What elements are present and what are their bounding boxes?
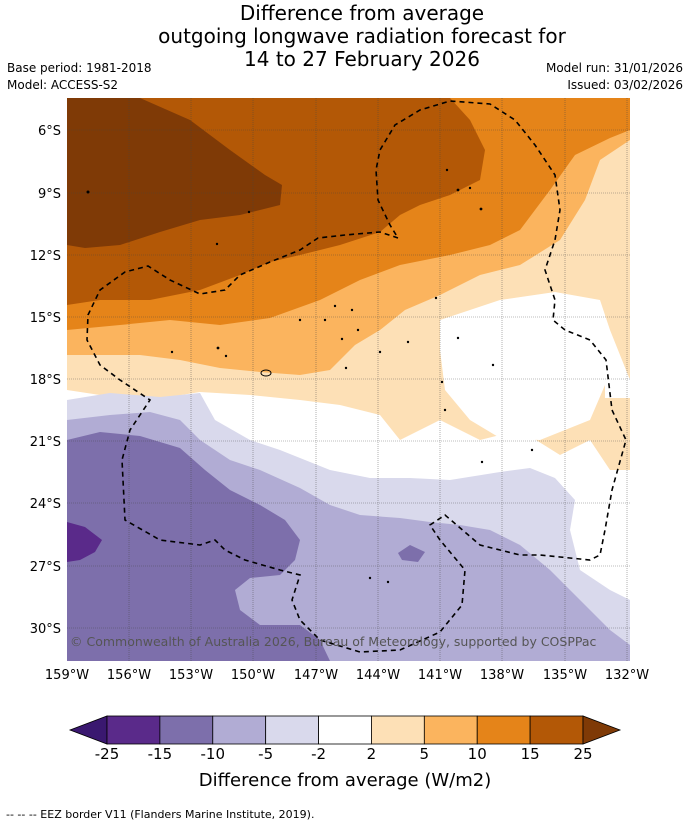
lat-label: 18°S bbox=[30, 373, 61, 388]
lon-label: 156°W bbox=[107, 668, 151, 683]
lon-label: 141°W bbox=[418, 668, 462, 683]
lon-label: 132°W bbox=[605, 668, 649, 683]
eez-footnote: -- -- -- EEZ border V11 (Flanders Marine… bbox=[6, 808, 315, 821]
colorbar-segment bbox=[106, 715, 161, 745]
colorbar-tick-label: 15 bbox=[520, 745, 540, 763]
issued-date: Issued: 03/02/2026 bbox=[567, 78, 683, 92]
eez-borders bbox=[86, 100, 627, 653]
title-line-2: outgoing longwave radiation forecast for bbox=[158, 24, 566, 48]
field-2-to-5-gap bbox=[440, 292, 630, 440]
title-line-1: Difference from average bbox=[239, 1, 485, 25]
base-period: Base period: 1981-2018 bbox=[7, 61, 152, 75]
copyright-text: © Commonwealth of Australia 2026, Bureau… bbox=[70, 634, 596, 649]
lon-labels: 159°W 156°W 153°W 150°W 147°W 144°W 141°… bbox=[45, 668, 649, 683]
colorbar-tick-label: 2 bbox=[366, 745, 377, 763]
colorbar-segment bbox=[265, 715, 319, 745]
colorbar-tick-label: 25 bbox=[573, 745, 593, 763]
lat-labels: 6°S 9°S 12°S 15°S 18°S 21°S 24°S 27°S 30… bbox=[30, 124, 61, 637]
lat-label: 27°S bbox=[30, 560, 61, 575]
colorbar-segment bbox=[423, 715, 478, 745]
colorbar-segment bbox=[159, 715, 214, 745]
colorbar-extend-low bbox=[68, 715, 108, 745]
lon-label: 144°W bbox=[356, 668, 400, 683]
model-run: Model run: 31/01/2026 bbox=[545, 61, 683, 75]
colorbar bbox=[68, 715, 622, 745]
lat-label: 12°S bbox=[30, 249, 61, 264]
colorbar-tick-label: -5 bbox=[258, 745, 274, 763]
title-line-3: 14 to 27 February 2026 bbox=[244, 47, 480, 71]
lon-label: 153°W bbox=[169, 668, 213, 683]
colorbar-tick-label: 5 bbox=[419, 745, 430, 763]
colorbar-segment bbox=[318, 715, 372, 745]
field-minus-10-to-15-patch bbox=[398, 545, 425, 562]
colorbar-tick-label: -10 bbox=[200, 745, 226, 763]
lat-label: 9°S bbox=[38, 187, 61, 202]
colorbar-segment bbox=[529, 715, 584, 745]
lat-label: 24°S bbox=[30, 497, 61, 512]
colorbar-tick-label: -25 bbox=[94, 745, 120, 763]
lon-label: 138°W bbox=[480, 668, 524, 683]
colorbar-tick-label: -15 bbox=[147, 745, 173, 763]
colorbar-tick-label: -2 bbox=[311, 745, 327, 763]
lon-label: 147°W bbox=[294, 668, 338, 683]
colorbar-extend-high bbox=[582, 715, 622, 745]
colorbar-title: Difference from average (W/m2) bbox=[198, 770, 492, 791]
lat-label: 15°S bbox=[30, 311, 61, 326]
field-minus-15-to-25 bbox=[67, 522, 102, 562]
lat-label: 21°S bbox=[30, 435, 61, 450]
model-name: Model: ACCESS-S2 bbox=[7, 78, 119, 92]
lon-label: 135°W bbox=[543, 668, 587, 683]
anomaly-fields bbox=[67, 98, 630, 661]
lat-label: 6°S bbox=[38, 124, 61, 139]
lon-label: 150°W bbox=[231, 668, 275, 683]
lat-label: 30°S bbox=[30, 622, 61, 637]
field-above-25 bbox=[67, 98, 282, 248]
colorbar-segment bbox=[212, 715, 267, 745]
colorbar-segment bbox=[371, 715, 425, 745]
colorbar-segment bbox=[476, 715, 531, 745]
lon-label: 159°W bbox=[45, 668, 89, 683]
eez-french-polynesia bbox=[86, 100, 627, 653]
colorbar-tick-label: 10 bbox=[467, 745, 487, 763]
field-minus-10-to-15 bbox=[67, 432, 330, 661]
islands bbox=[86, 168, 534, 584]
